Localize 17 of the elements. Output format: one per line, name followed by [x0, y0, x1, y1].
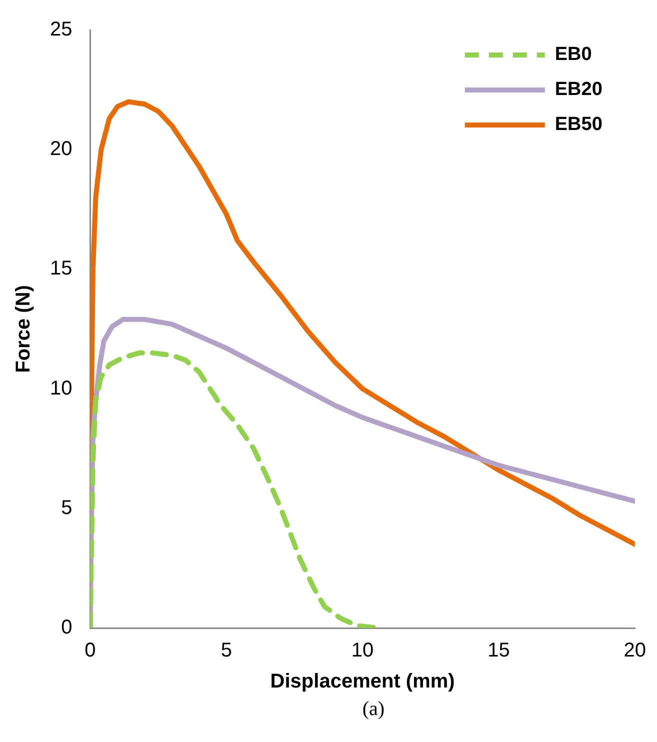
y-tick-label: 10	[50, 377, 72, 400]
text: (a)	[361, 698, 386, 721]
x-tick-label: 0	[84, 640, 96, 662]
y-tick-label: 5	[61, 496, 72, 519]
x-tick-label: 15	[488, 640, 510, 662]
legend-label: EB0	[554, 44, 592, 66]
y-tick-label: 0	[61, 616, 72, 639]
x-tick-label: 20	[624, 640, 646, 662]
y-tick-label: 20	[50, 138, 72, 160]
y-axis-title: Force (N)	[12, 285, 35, 373]
legend-label: EB50	[554, 114, 602, 136]
x-axis-title: Displacement (mm)	[270, 670, 455, 693]
y-tick-label: 15	[50, 258, 72, 280]
x-tick-label: 10	[351, 640, 374, 662]
y-tick-label: 25	[50, 18, 72, 41]
x-tick-label: 5	[220, 640, 232, 662]
legend-label: EB20	[554, 79, 602, 100]
